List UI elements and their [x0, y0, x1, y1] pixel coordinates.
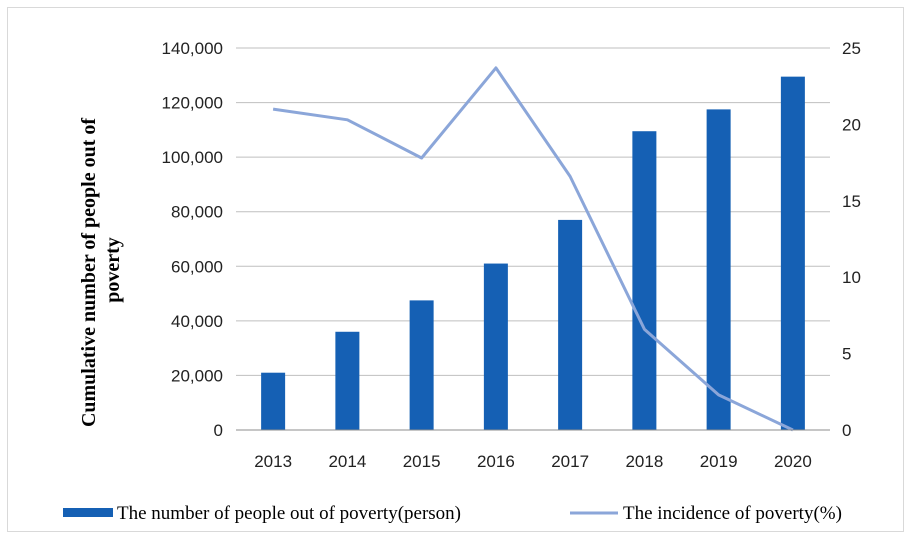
- x-tick-label: 2018: [625, 452, 663, 471]
- legend-line-label: The incidence of poverty(%): [623, 503, 842, 524]
- x-tick-label: 2017: [551, 452, 589, 471]
- left-tick-label: 60,000: [171, 257, 223, 276]
- bar: [261, 372, 286, 430]
- bar-series: [261, 76, 805, 431]
- x-tick-label: 2015: [403, 452, 441, 471]
- left-tick-label: 100,000: [162, 148, 223, 167]
- right-tick-label: 15: [842, 192, 861, 211]
- left-tick-label: 140,000: [162, 39, 223, 58]
- y-axis-title-line-2: poverty: [102, 237, 124, 303]
- right-axis-ticks: 0 5 10 15 20 25: [842, 39, 861, 440]
- bar: [632, 131, 657, 430]
- x-tick-label: 2019: [700, 452, 738, 471]
- right-tick-label: 0: [842, 421, 851, 440]
- left-axis-ticks: 0 20,000 40,000 60,000 80,000 100,000 120,000 1…: [162, 39, 223, 440]
- legend-bar-label: The number of people out of poverty(pers…: [117, 503, 461, 524]
- bar: [483, 263, 508, 430]
- bar: [780, 76, 805, 431]
- y-axis-title: Cumulative number of people out of pover…: [78, 113, 124, 427]
- x-tick-label: 2020: [774, 452, 812, 471]
- bar: [409, 300, 434, 430]
- legend-bar-swatch: [63, 508, 113, 517]
- left-tick-label: 20,000: [171, 366, 223, 385]
- x-axis-ticks: 2013 2014 2015 2016 2017 2018 2019 2020: [254, 452, 812, 471]
- incidence-line: [272, 66, 794, 432]
- right-tick-label: 25: [842, 39, 861, 58]
- line-series: [272, 66, 794, 432]
- left-tick-label: 80,000: [171, 203, 223, 222]
- right-tick-label: 20: [842, 115, 861, 134]
- left-tick-label: 40,000: [171, 312, 223, 331]
- gridlines: [236, 47, 830, 376]
- left-tick-label: 120,000: [162, 94, 223, 113]
- left-tick-label: 0: [214, 421, 223, 440]
- bar: [706, 109, 731, 431]
- chart-border: [7, 7, 904, 532]
- right-tick-label: 10: [842, 268, 861, 287]
- right-tick-label: 5: [842, 345, 851, 364]
- legend: The number of people out of poverty(pers…: [63, 503, 842, 524]
- x-tick-label: 2016: [477, 452, 515, 471]
- bar: [558, 219, 583, 430]
- x-tick-label: 2013: [254, 452, 292, 471]
- x-tick-label: 2014: [328, 452, 366, 471]
- bar: [335, 331, 360, 430]
- y-axis-title-line-1: Cumulative number of people out of: [78, 118, 100, 427]
